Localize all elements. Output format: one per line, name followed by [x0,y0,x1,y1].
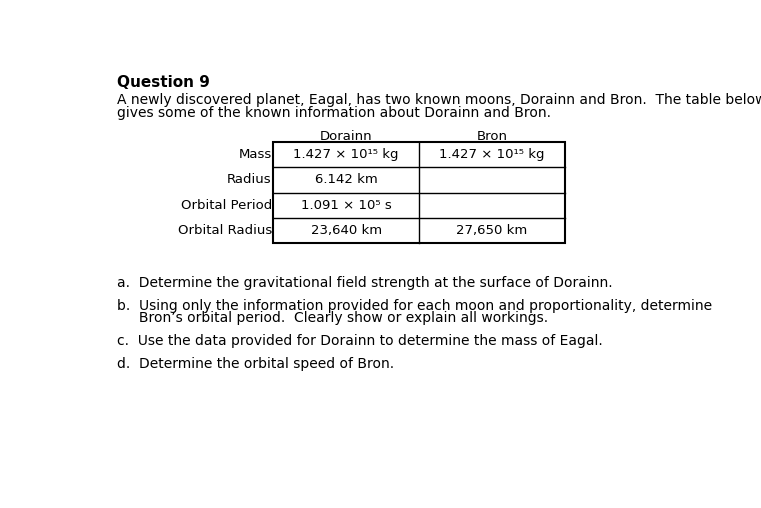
Text: Bron’s orbital period.  Clearly show or explain all workings.: Bron’s orbital period. Clearly show or e… [117,311,548,325]
Text: gives some of the known information about Dorainn and Bron.: gives some of the known information abou… [117,106,551,119]
Text: Bron: Bron [476,130,508,143]
Text: 6.142 km: 6.142 km [315,173,377,186]
Text: 27,650 km: 27,650 km [457,224,527,237]
Text: Question 9: Question 9 [117,75,210,90]
Text: Orbital Radius: Orbital Radius [177,224,272,237]
Text: 23,640 km: 23,640 km [310,224,382,237]
Text: Mass: Mass [239,148,272,161]
Text: 1.091 × 10⁵ s: 1.091 × 10⁵ s [301,199,392,212]
Text: Radius: Radius [228,173,272,186]
Text: b.  Using only the information provided for each moon and proportionality, deter: b. Using only the information provided f… [117,299,712,313]
Text: A newly discovered planet, Eagal, has two known moons, Dorainn and Bron.  The ta: A newly discovered planet, Eagal, has tw… [117,93,761,107]
Bar [273,142,565,243]
Text: d.  Determine the orbital speed of Bron.: d. Determine the orbital speed of Bron. [117,358,394,371]
Text: 1.427 × 10¹⁵ kg: 1.427 × 10¹⁵ kg [439,148,545,161]
Text: a.  Determine the gravitational field strength at the surface of Dorainn.: a. Determine the gravitational field str… [117,276,613,290]
Text: Orbital Period: Orbital Period [180,199,272,212]
Text: Dorainn: Dorainn [320,130,373,143]
Text: 1.427 × 10¹⁵ kg: 1.427 × 10¹⁵ kg [294,148,399,161]
Text: c.  Use the data provided for Dorainn to determine the mass of Eagal.: c. Use the data provided for Dorainn to … [117,334,603,348]
